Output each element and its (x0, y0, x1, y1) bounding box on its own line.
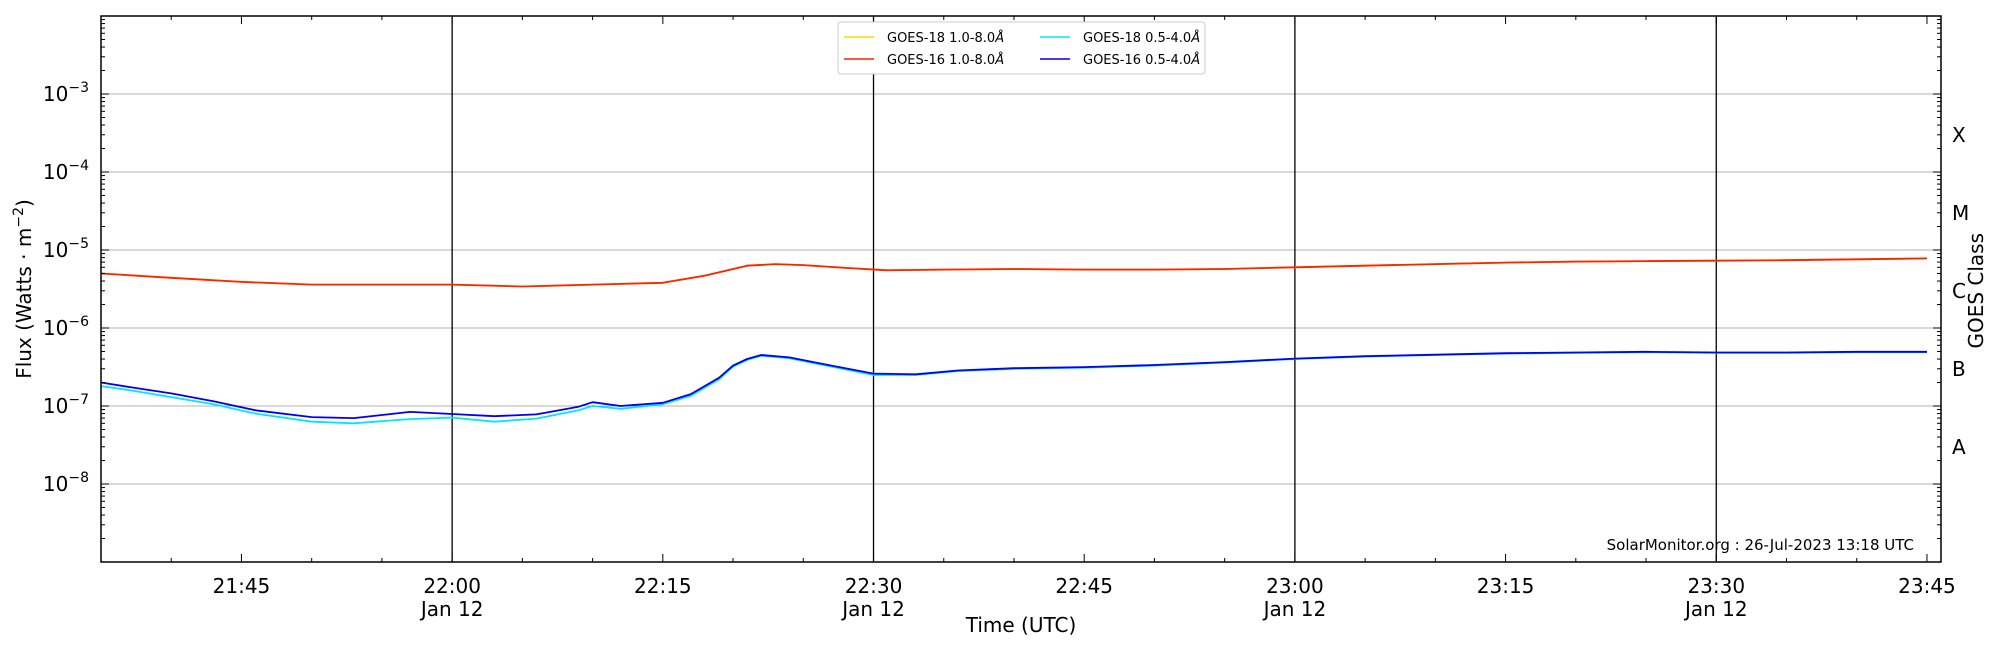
x-tick-label: 22:00 (423, 574, 481, 598)
x-tick-label: 23:45 (1898, 574, 1956, 598)
x-tick-label: 23:15 (1477, 574, 1535, 598)
x-tick-label: 22:45 (1055, 574, 1113, 598)
legend-box (837, 21, 1206, 75)
y-tick-label: 10−8 (43, 470, 89, 496)
legend-entry: GOES-16 0.5-4.0Å (1083, 52, 1200, 68)
x-tick-label: 21:45 (213, 574, 271, 598)
x-tick-date: Jan 12 (419, 597, 484, 621)
series-line (100, 350, 1927, 420)
plot-frame (100, 15, 1942, 563)
grid-layer (101, 93, 1941, 485)
vertical-lines (451, 16, 1717, 562)
legend-entry: GOES-18 0.5-4.0Å (1083, 30, 1200, 46)
goes-class-label: C (1952, 279, 1966, 303)
x-axis-title: Time (UTC) (965, 613, 1077, 637)
series-layer (100, 257, 1928, 425)
goes-class-label: B (1952, 357, 1966, 381)
series-line (100, 351, 1927, 425)
legend: GOES-18 1.0-8.0Å GOES-18 0.5-4.0Å GOES-16 … (837, 21, 1206, 75)
goes-class-axis-title: GOES Class (1964, 233, 1988, 349)
tick-marks (100, 16, 1941, 563)
series-line (100, 257, 1928, 288)
y-tick-label: 10−4 (43, 158, 89, 184)
x-tick-label: 22:15 (634, 574, 692, 598)
y-tick-label: 10−5 (43, 236, 89, 262)
series-line (100, 257, 1928, 288)
x-tick-label: 23:30 (1687, 574, 1745, 598)
x-tick-label: 22:30 (845, 574, 903, 598)
goes-class-label: M (1952, 201, 1969, 225)
y-tick-labels: 10−8 10−7 10−6 10−5 10−4 10−3 (43, 80, 89, 496)
y-tick-label: 10−3 (43, 80, 89, 106)
x-tick-date: Jan 12 (1683, 597, 1748, 621)
y-tick-label: 10−7 (43, 392, 89, 418)
goes-class-label: A (1952, 435, 1966, 459)
y-tick-label: 10−6 (43, 314, 89, 340)
x-tick-date: Jan 12 (1262, 597, 1327, 621)
goes-class-label: X (1952, 123, 1966, 147)
y-axis-title: Flux (Watts · m−2) (11, 199, 36, 379)
goes-class-labels: A B C M X (1952, 123, 1969, 459)
x-tick-label: 23:00 (1266, 574, 1324, 598)
legend-entry: GOES-18 1.0-8.0Å (887, 30, 1004, 46)
x-tick-date: Jan 12 (840, 597, 905, 621)
credit-text: SolarMonitor.org : 26-Jul-2023 13:18 UTC (1607, 536, 1914, 554)
legend-entry: GOES-16 1.0-8.0Å (887, 52, 1004, 68)
